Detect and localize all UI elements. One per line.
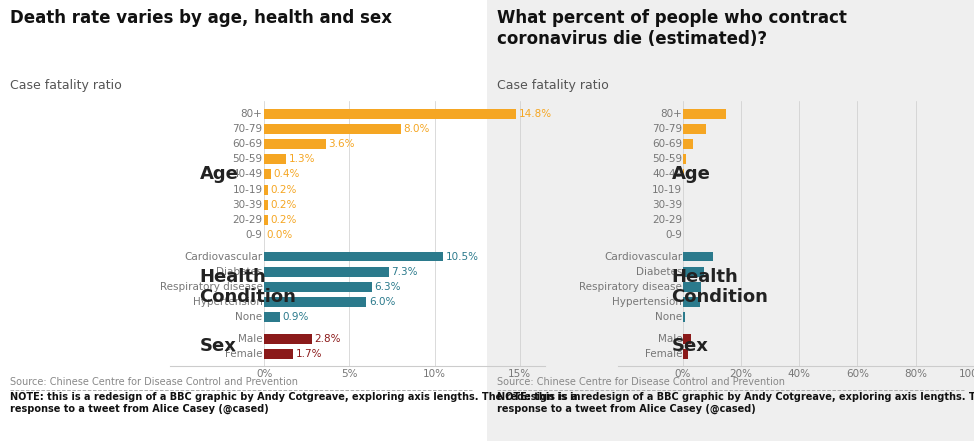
Bar [264,334,312,344]
Bar [683,267,704,277]
Bar [264,312,280,322]
Bar [264,282,372,292]
Text: 0.2%: 0.2% [270,215,296,225]
Text: Age: Age [200,165,239,183]
Text: 80+: 80+ [660,108,683,119]
Text: Male: Male [238,334,263,344]
Text: 60-69: 60-69 [653,139,683,149]
Bar [683,169,684,179]
Bar [264,215,268,225]
Text: 20-29: 20-29 [653,215,683,225]
Text: 50-59: 50-59 [233,154,263,164]
Bar [264,252,443,262]
Text: 6.0%: 6.0% [369,297,395,307]
Text: 1.7%: 1.7% [296,349,322,359]
Text: Sex: Sex [671,337,708,355]
Text: Diabetes: Diabetes [636,267,683,277]
Text: None: None [236,312,263,322]
Text: 70-79: 70-79 [653,124,683,134]
Text: Cardiovascular: Cardiovascular [184,251,263,262]
Bar [264,108,516,119]
Text: 0.4%: 0.4% [274,169,300,179]
Bar [264,154,286,164]
Text: Hypertension: Hypertension [613,297,683,307]
Text: 20-29: 20-29 [233,215,263,225]
Bar [264,139,325,149]
Text: Male: Male [657,334,683,344]
Text: 1.3%: 1.3% [289,154,316,164]
Text: Diabetes: Diabetes [216,267,263,277]
Bar [264,297,366,307]
Bar [264,200,268,210]
Text: 70-79: 70-79 [233,124,263,134]
Text: Source: Chinese Centre for Disease Control and Prevention: Source: Chinese Centre for Disease Contr… [497,377,785,387]
Text: 30-39: 30-39 [653,200,683,210]
Text: 10-19: 10-19 [653,185,683,194]
Text: Respiratory disease: Respiratory disease [160,282,263,292]
Text: 0.9%: 0.9% [282,312,309,322]
Bar [683,334,691,344]
Text: 7.3%: 7.3% [392,267,418,277]
Bar [264,169,271,179]
Text: Health
Condition: Health Condition [200,268,296,306]
Text: 50-59: 50-59 [653,154,683,164]
Bar [683,282,701,292]
Bar [683,312,686,322]
Text: 0-9: 0-9 [665,230,683,240]
Text: Age: Age [671,165,710,183]
Text: Female: Female [225,349,263,359]
Text: What percent of people who contract
coronavirus die (estimated)?: What percent of people who contract coro… [497,9,846,48]
Text: Sex: Sex [200,337,237,355]
Bar [683,252,713,262]
Text: 0.0%: 0.0% [267,230,293,240]
Text: NOTE: this is a redesign of a BBC graphic by Andy Cotgreave, exploring axis leng: NOTE: this is a redesign of a BBC graphi… [497,392,974,415]
Text: 8.0%: 8.0% [403,124,430,134]
Text: 40-49: 40-49 [233,169,263,179]
Text: 14.8%: 14.8% [519,108,552,119]
Text: 3.6%: 3.6% [328,139,355,149]
Text: Hypertension: Hypertension [193,297,263,307]
Text: Cardiovascular: Cardiovascular [604,251,683,262]
Text: 0.2%: 0.2% [270,185,296,194]
Bar [264,124,400,134]
Text: 6.3%: 6.3% [374,282,400,292]
Text: 60-69: 60-69 [233,139,263,149]
Text: 0.2%: 0.2% [270,200,296,210]
Text: None: None [656,312,683,322]
Bar [683,154,687,164]
Text: Female: Female [645,349,683,359]
Bar [683,108,726,119]
Text: 2.8%: 2.8% [315,334,341,344]
Text: 10-19: 10-19 [233,185,263,194]
Bar [264,349,293,359]
Bar [683,124,706,134]
Bar [683,297,700,307]
Bar [683,349,688,359]
Bar [264,185,268,194]
Text: Death rate varies by age, health and sex: Death rate varies by age, health and sex [10,9,392,27]
Text: NOTE: this is a redesign of a BBC graphic by Andy Cotgreave, exploring axis leng: NOTE: this is a redesign of a BBC graphi… [10,392,581,415]
Text: 0-9: 0-9 [245,230,263,240]
Text: 40-49: 40-49 [653,169,683,179]
Bar [683,139,693,149]
Text: Respiratory disease: Respiratory disease [580,282,683,292]
Text: Source: Chinese Centre for Disease Control and Prevention: Source: Chinese Centre for Disease Contr… [10,377,298,387]
Text: Case fatality ratio: Case fatality ratio [497,79,609,92]
Text: 80+: 80+ [241,108,263,119]
Bar [264,267,389,277]
Text: 10.5%: 10.5% [446,251,479,262]
Text: 30-39: 30-39 [233,200,263,210]
Text: Case fatality ratio: Case fatality ratio [10,79,122,92]
Text: Health
Condition: Health Condition [671,268,768,306]
